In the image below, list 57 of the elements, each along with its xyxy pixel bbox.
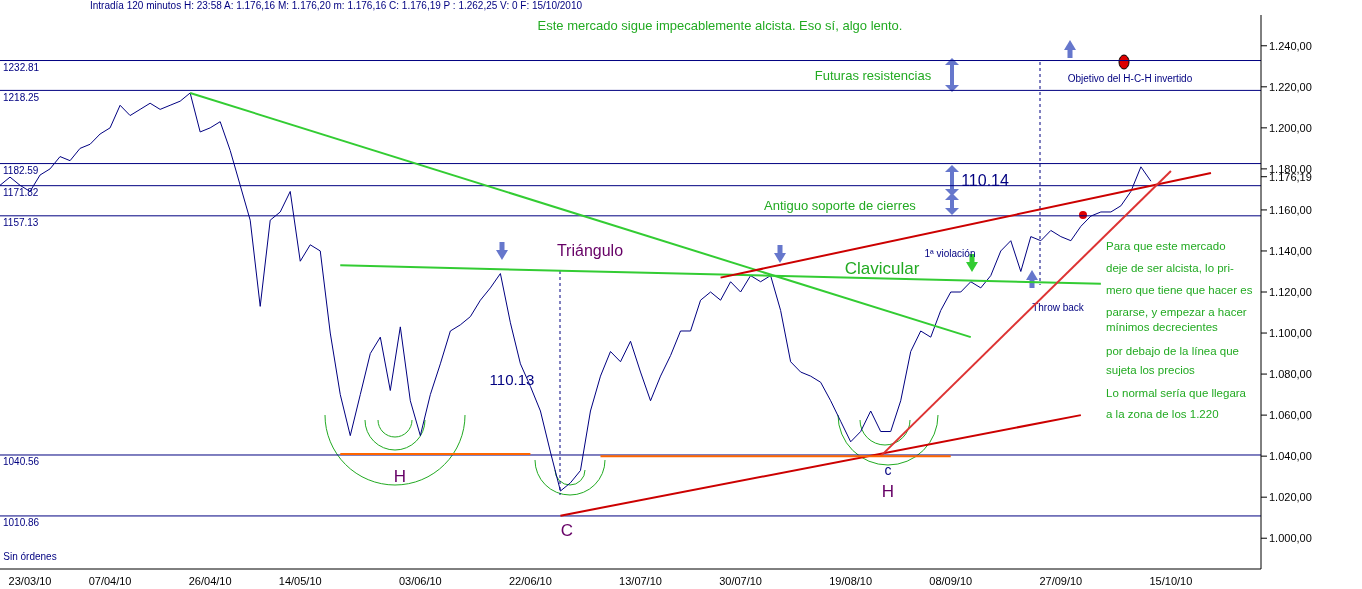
ref-line-label: 1171.82 bbox=[3, 186, 39, 198]
y-tick-label: 1.140,00 bbox=[1269, 244, 1312, 257]
y-tick-label: 1.100,00 bbox=[1269, 326, 1312, 339]
annotation: Para que este mercado bbox=[1106, 240, 1226, 252]
annotation: Antiguo soporte de cierres bbox=[764, 198, 917, 213]
annotation: Objetivo del H-C-H invertido bbox=[1067, 73, 1193, 84]
annotation: por debajo de la línea que bbox=[1106, 345, 1239, 357]
ref-line-label: 1182.59 bbox=[3, 164, 39, 176]
y-tick-label: 1.040,00 bbox=[1269, 450, 1312, 463]
x-tick-label: 27/09/10 bbox=[1039, 574, 1083, 587]
annotation: sujeta los precios bbox=[1106, 364, 1196, 376]
ref-line-label: 1218.25 bbox=[3, 91, 40, 103]
annotation: C bbox=[560, 521, 574, 540]
y-tick-label: 1.000,00 bbox=[1269, 532, 1312, 545]
annotation: 110.14 bbox=[961, 172, 1009, 189]
ref-line-label: 1232.81 bbox=[3, 61, 40, 73]
annotation: Clavicular bbox=[844, 259, 920, 278]
x-tick-label: 23/03/10 bbox=[8, 574, 52, 587]
annotation: c bbox=[884, 462, 892, 478]
annotation: Sin órdenes bbox=[3, 551, 57, 562]
y-tick-label: 1.160,00 bbox=[1269, 203, 1312, 216]
y-tick-label: 1.080,00 bbox=[1269, 367, 1312, 380]
y-tick-label: 1.200,00 bbox=[1269, 121, 1312, 134]
ref-line-label: 1157.13 bbox=[3, 216, 39, 228]
y-tick-label: 1.120,00 bbox=[1269, 285, 1312, 298]
chart-title: Intradía 120 minutos H: 23:58 A: 1.176,16 M: 1.176,20 m: 1.176,16 C: 1.176,19 P : 1.262,25 V: 0 F: 15/10/2010 bbox=[90, 0, 583, 11]
x-tick-label: 14/05/10 bbox=[278, 574, 322, 587]
y-tick-label: 1.240,00 bbox=[1269, 39, 1312, 52]
annotation: 1ª violación bbox=[924, 248, 976, 259]
x-tick-label: 03/06/10 bbox=[398, 574, 442, 587]
x-tick-label: 30/07/10 bbox=[719, 574, 762, 587]
x-tick-label: 26/04/10 bbox=[188, 574, 232, 587]
x-tick-label: 22/06/10 bbox=[509, 574, 552, 587]
annotation: H bbox=[393, 467, 407, 486]
annotation: deje de ser alcista, lo pri- bbox=[1106, 262, 1235, 274]
x-tick-label: 08/09/10 bbox=[929, 574, 973, 587]
y-tick-label: 1.060,00 bbox=[1269, 409, 1312, 422]
annotation: H bbox=[881, 482, 895, 501]
y-tick-label: 1.220,00 bbox=[1269, 80, 1312, 93]
annotation: mero que tiene que hacer es bbox=[1106, 284, 1253, 296]
x-tick-label: 15/10/10 bbox=[1149, 574, 1193, 587]
annotation: Este mercado sigue impecablemente alcista. Eso sí, algo lento. bbox=[537, 18, 903, 33]
annotation: pararse, y empezar a hacer bbox=[1106, 306, 1247, 318]
x-tick-label: 13/07/10 bbox=[619, 574, 662, 587]
annotation: Futuras resistencias bbox=[814, 68, 932, 83]
x-tick-label: 07/04/10 bbox=[88, 574, 132, 587]
annotation: a la zona de los 1.220 bbox=[1106, 408, 1219, 420]
annotation: Triángulo bbox=[556, 242, 624, 259]
annotation: Throw back bbox=[1032, 302, 1085, 313]
y-tick-label: 1.020,00 bbox=[1269, 491, 1312, 504]
annotation: Lo normal sería que llegara bbox=[1106, 387, 1247, 399]
annotation: 110.13 bbox=[489, 371, 535, 388]
annotation: mínimos decrecientes bbox=[1106, 321, 1219, 333]
ref-line-label: 1010.86 bbox=[3, 517, 40, 529]
x-tick-label: 19/08/10 bbox=[829, 574, 873, 587]
ref-line-label: 1040.56 bbox=[3, 456, 40, 468]
y-tick-label: 1.180,00 bbox=[1269, 162, 1312, 175]
